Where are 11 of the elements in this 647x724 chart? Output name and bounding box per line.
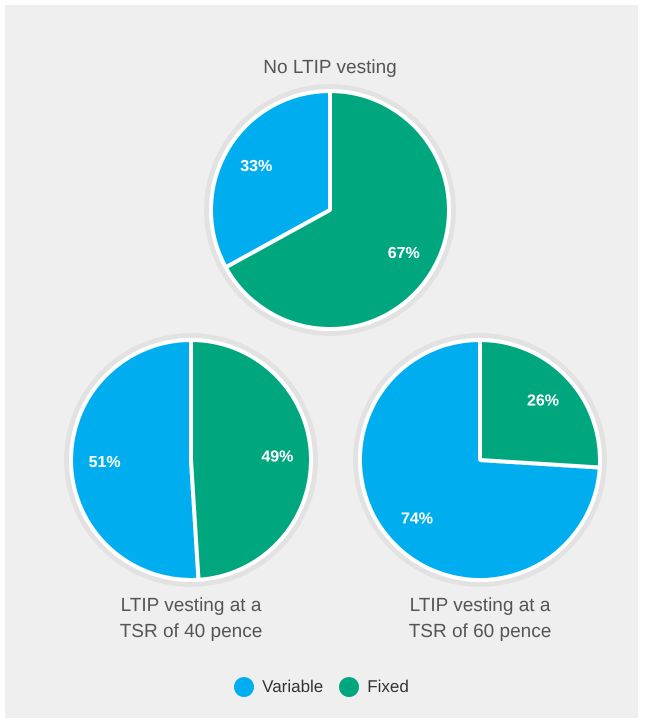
legend-label: Fixed	[366, 677, 409, 697]
data-label: 49%	[261, 448, 294, 466]
data-label: 51%	[88, 454, 121, 472]
data-label: 74%	[401, 510, 434, 528]
data-label: 26%	[526, 392, 559, 410]
text: LTIP vesting at a TSR of 40 pence	[118, 594, 264, 644]
legend-label: Variable	[261, 677, 324, 697]
chart-title: No LTIP vesting	[262, 56, 398, 80]
text: LTIP vesting at a TSR of 60 pence	[408, 594, 552, 644]
data-label: 67%	[388, 245, 420, 262]
data-label: 33%	[240, 158, 272, 175]
